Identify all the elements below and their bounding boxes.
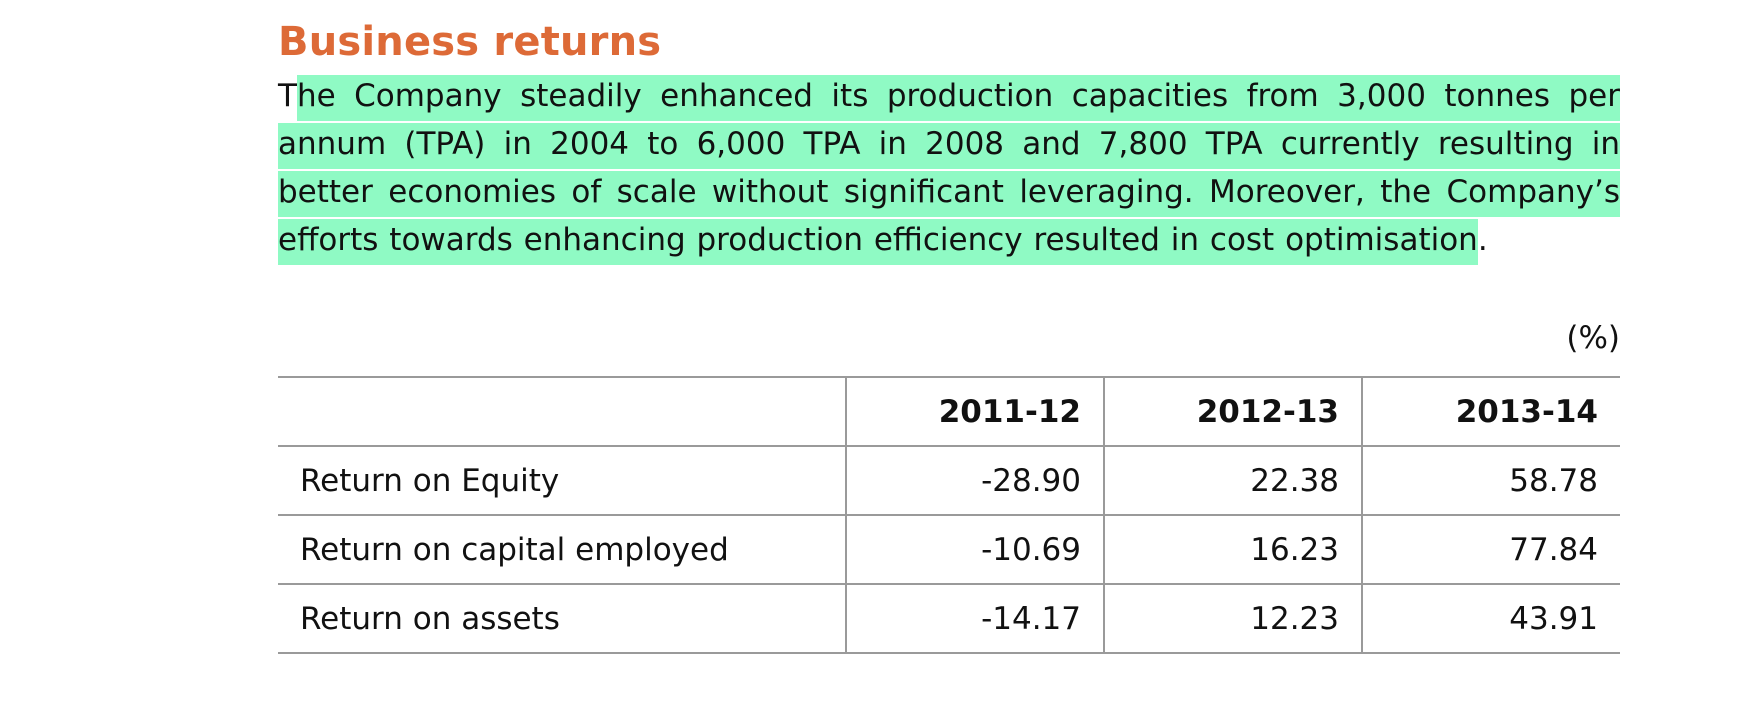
cell-value: -28.90 [845, 445, 1104, 516]
cell-value: 77.84 [1361, 514, 1620, 585]
table-header-row: 2011-12 2012-13 2013-14 [278, 376, 1620, 447]
highlighted-text[interactable]: he Company steadily enhanced its product… [278, 75, 1620, 265]
row-label: Return on capital employed [278, 514, 846, 585]
table-row: Return on assets -14.17 12.23 43.91 [278, 583, 1620, 654]
table-unit-label: (%) [1566, 320, 1620, 356]
header-cell-empty [278, 376, 846, 447]
cell-value: 12.23 [1103, 583, 1362, 654]
table-row: Return on capital employed -10.69 16.23 … [278, 514, 1620, 585]
section-heading: Business returns [278, 19, 662, 65]
cell-value: -14.17 [845, 583, 1104, 654]
row-label: Return on assets [278, 583, 846, 654]
returns-table: 2011-12 2012-13 2013-14 Return on Equity… [278, 376, 1620, 654]
header-cell-2013-14: 2013-14 [1361, 376, 1620, 447]
cell-value: -10.69 [845, 514, 1104, 585]
paragraph-first-letter: T [278, 78, 297, 114]
body-paragraph: The Company steadily enhanced its produc… [278, 72, 1620, 265]
row-label: Return on Equity [278, 445, 846, 516]
cell-value: 58.78 [1361, 445, 1620, 516]
cell-value: 43.91 [1361, 583, 1620, 654]
header-cell-2012-13: 2012-13 [1103, 376, 1362, 447]
header-cell-2011-12: 2011-12 [845, 376, 1104, 447]
table-row: Return on Equity -28.90 22.38 58.78 [278, 445, 1620, 516]
cell-value: 16.23 [1103, 514, 1362, 585]
cell-value: 22.38 [1103, 445, 1362, 516]
paragraph-trailing: . [1477, 222, 1488, 258]
